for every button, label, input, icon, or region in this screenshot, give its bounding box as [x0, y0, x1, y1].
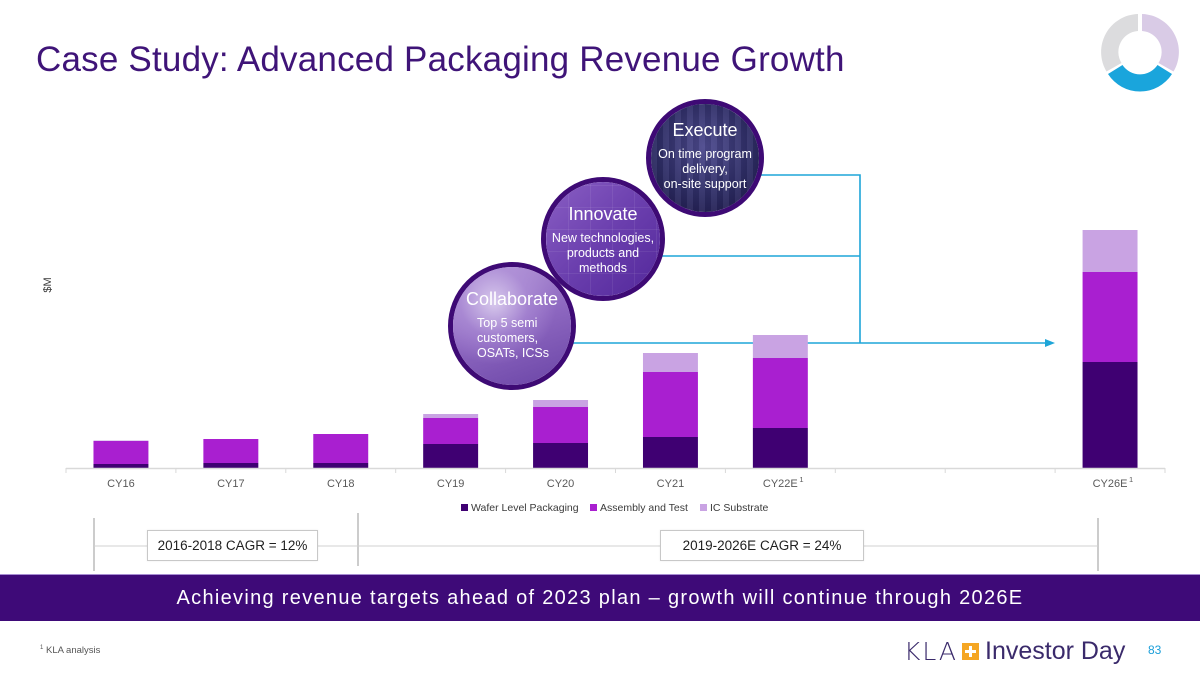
innovate-desc-line: products and	[566, 246, 640, 260]
x-axis: CY16 CY17 CY18 CY19 CY20 CY21 CY22E 1 CY26E 1	[65, 467, 1166, 490]
bar-segment-assembly-and-test	[1082, 272, 1138, 362]
bar-segment-assembly-and-test	[752, 358, 808, 428]
legend-swatch	[700, 504, 707, 511]
x-tick-label: CY18	[327, 478, 355, 490]
connector-lines	[570, 174, 1055, 347]
innovate-description: New technologies, products and methods	[546, 231, 660, 276]
footnote-marker: 1	[40, 645, 44, 651]
collaborate-circle: Collaborate Top 5 semi customers, OSATs,…	[448, 262, 576, 390]
x-tick-label: CY21	[657, 478, 685, 490]
legend: Wafer Level Packaging Assembly and Test IC…	[461, 502, 769, 514]
bar-segment-wafer-level-packaging	[642, 437, 698, 468]
x-tick-superscript: 1	[1129, 475, 1133, 484]
legend-swatch	[461, 504, 468, 511]
bar-segment-assembly-and-test	[423, 418, 479, 444]
execute-desc-line: On time program	[658, 147, 752, 161]
bar-segment-ic-substrate	[1082, 230, 1138, 272]
cagr-2019-2026-badge: 2019-2026E CAGR = 24%	[660, 530, 864, 561]
legend-swatch	[590, 504, 597, 511]
progress-donut-icon	[1101, 14, 1179, 92]
donut-segment-top-left	[1101, 14, 1138, 72]
bar-segment-wafer-level-packaging	[423, 444, 479, 468]
collaborate-description: Top 5 semi customers, OSATs, ICSs	[453, 316, 571, 361]
collaborate-desc-line: OSATs, ICSs	[477, 346, 550, 360]
summary-banner: Achieving revenue targets ahead of 2023 …	[0, 574, 1200, 621]
x-tick-label: CY16	[107, 478, 135, 490]
bar-segment-wafer-level-packaging	[533, 443, 589, 468]
plus-icon	[962, 642, 979, 660]
execute-circle: Execute On time program delivery, on-sit…	[646, 99, 764, 217]
bar-segment-assembly-and-test	[203, 439, 259, 463]
innovate-desc-line: methods	[579, 261, 627, 275]
brand-logo: KLA Investor Day	[904, 636, 1126, 666]
execute-desc-line: on-site support	[663, 177, 747, 191]
innovate-circle: Innovate New technologies, products and …	[541, 177, 665, 301]
legend-label: Assembly and Test	[600, 502, 688, 514]
collaborate-heading: Collaborate	[465, 289, 559, 309]
execute-desc-line: delivery,	[682, 162, 728, 176]
innovate-desc-line: New technologies,	[551, 231, 655, 245]
execute-description: On time program delivery, on-site suppor…	[651, 147, 759, 192]
bar-segment-wafer-level-packaging	[313, 463, 369, 468]
execute-image	[651, 104, 759, 212]
innovate-heading: Innovate	[568, 204, 638, 224]
event-name: Investor Day	[985, 636, 1126, 665]
page-number: 83	[1148, 643, 1162, 657]
arrow-head-icon	[1045, 339, 1055, 347]
bar-segment-wafer-level-packaging	[203, 463, 259, 468]
bars-group	[93, 230, 1138, 468]
collaborate-image	[453, 267, 571, 385]
bar-segment-ic-substrate	[642, 353, 698, 372]
bar-segment-assembly-and-test	[93, 441, 149, 464]
page-title: Case Study: Advanced Packaging Revenue G…	[36, 40, 845, 79]
x-tick-superscript: 1	[799, 475, 803, 484]
footnote: 1 KLA analysis	[40, 645, 100, 656]
bar-segment-ic-substrate	[93, 440, 149, 441]
x-tick-label: CY20	[547, 478, 575, 490]
collaborate-desc-line: Top 5 semi	[477, 316, 538, 330]
x-tick-label: CY17	[217, 478, 245, 490]
bar-segment-wafer-level-packaging	[93, 464, 149, 468]
execute-connector	[760, 174, 861, 343]
collaborate-desc-line: customers,	[477, 331, 539, 345]
company-logo-text: KLA	[904, 636, 958, 666]
x-tick-label: CY26E	[1093, 478, 1128, 490]
bar-segment-assembly-and-test	[313, 434, 369, 463]
legend-label: IC Substrate	[710, 502, 769, 514]
bar-segment-assembly-and-test	[642, 372, 698, 437]
bar-segment-assembly-and-test	[533, 407, 589, 443]
footnote-text: KLA analysis	[45, 645, 101, 657]
bar-segment-ic-substrate	[423, 414, 479, 418]
donut-segment-bottom	[1108, 65, 1172, 92]
execute-heading: Execute	[672, 120, 738, 140]
legend-label: Wafer Level Packaging	[471, 502, 579, 514]
donut-segment-top-right	[1142, 14, 1179, 72]
cagr-2016-2018-badge: 2016-2018 CAGR = 12%	[147, 530, 318, 561]
bar-segment-ic-substrate	[752, 335, 808, 358]
bar-segment-wafer-level-packaging	[1082, 362, 1138, 468]
bar-segment-ic-substrate	[533, 400, 589, 407]
x-tick-label: CY19	[437, 478, 465, 490]
bar-segment-wafer-level-packaging	[752, 428, 808, 468]
x-tick-label: CY22E	[763, 478, 798, 490]
